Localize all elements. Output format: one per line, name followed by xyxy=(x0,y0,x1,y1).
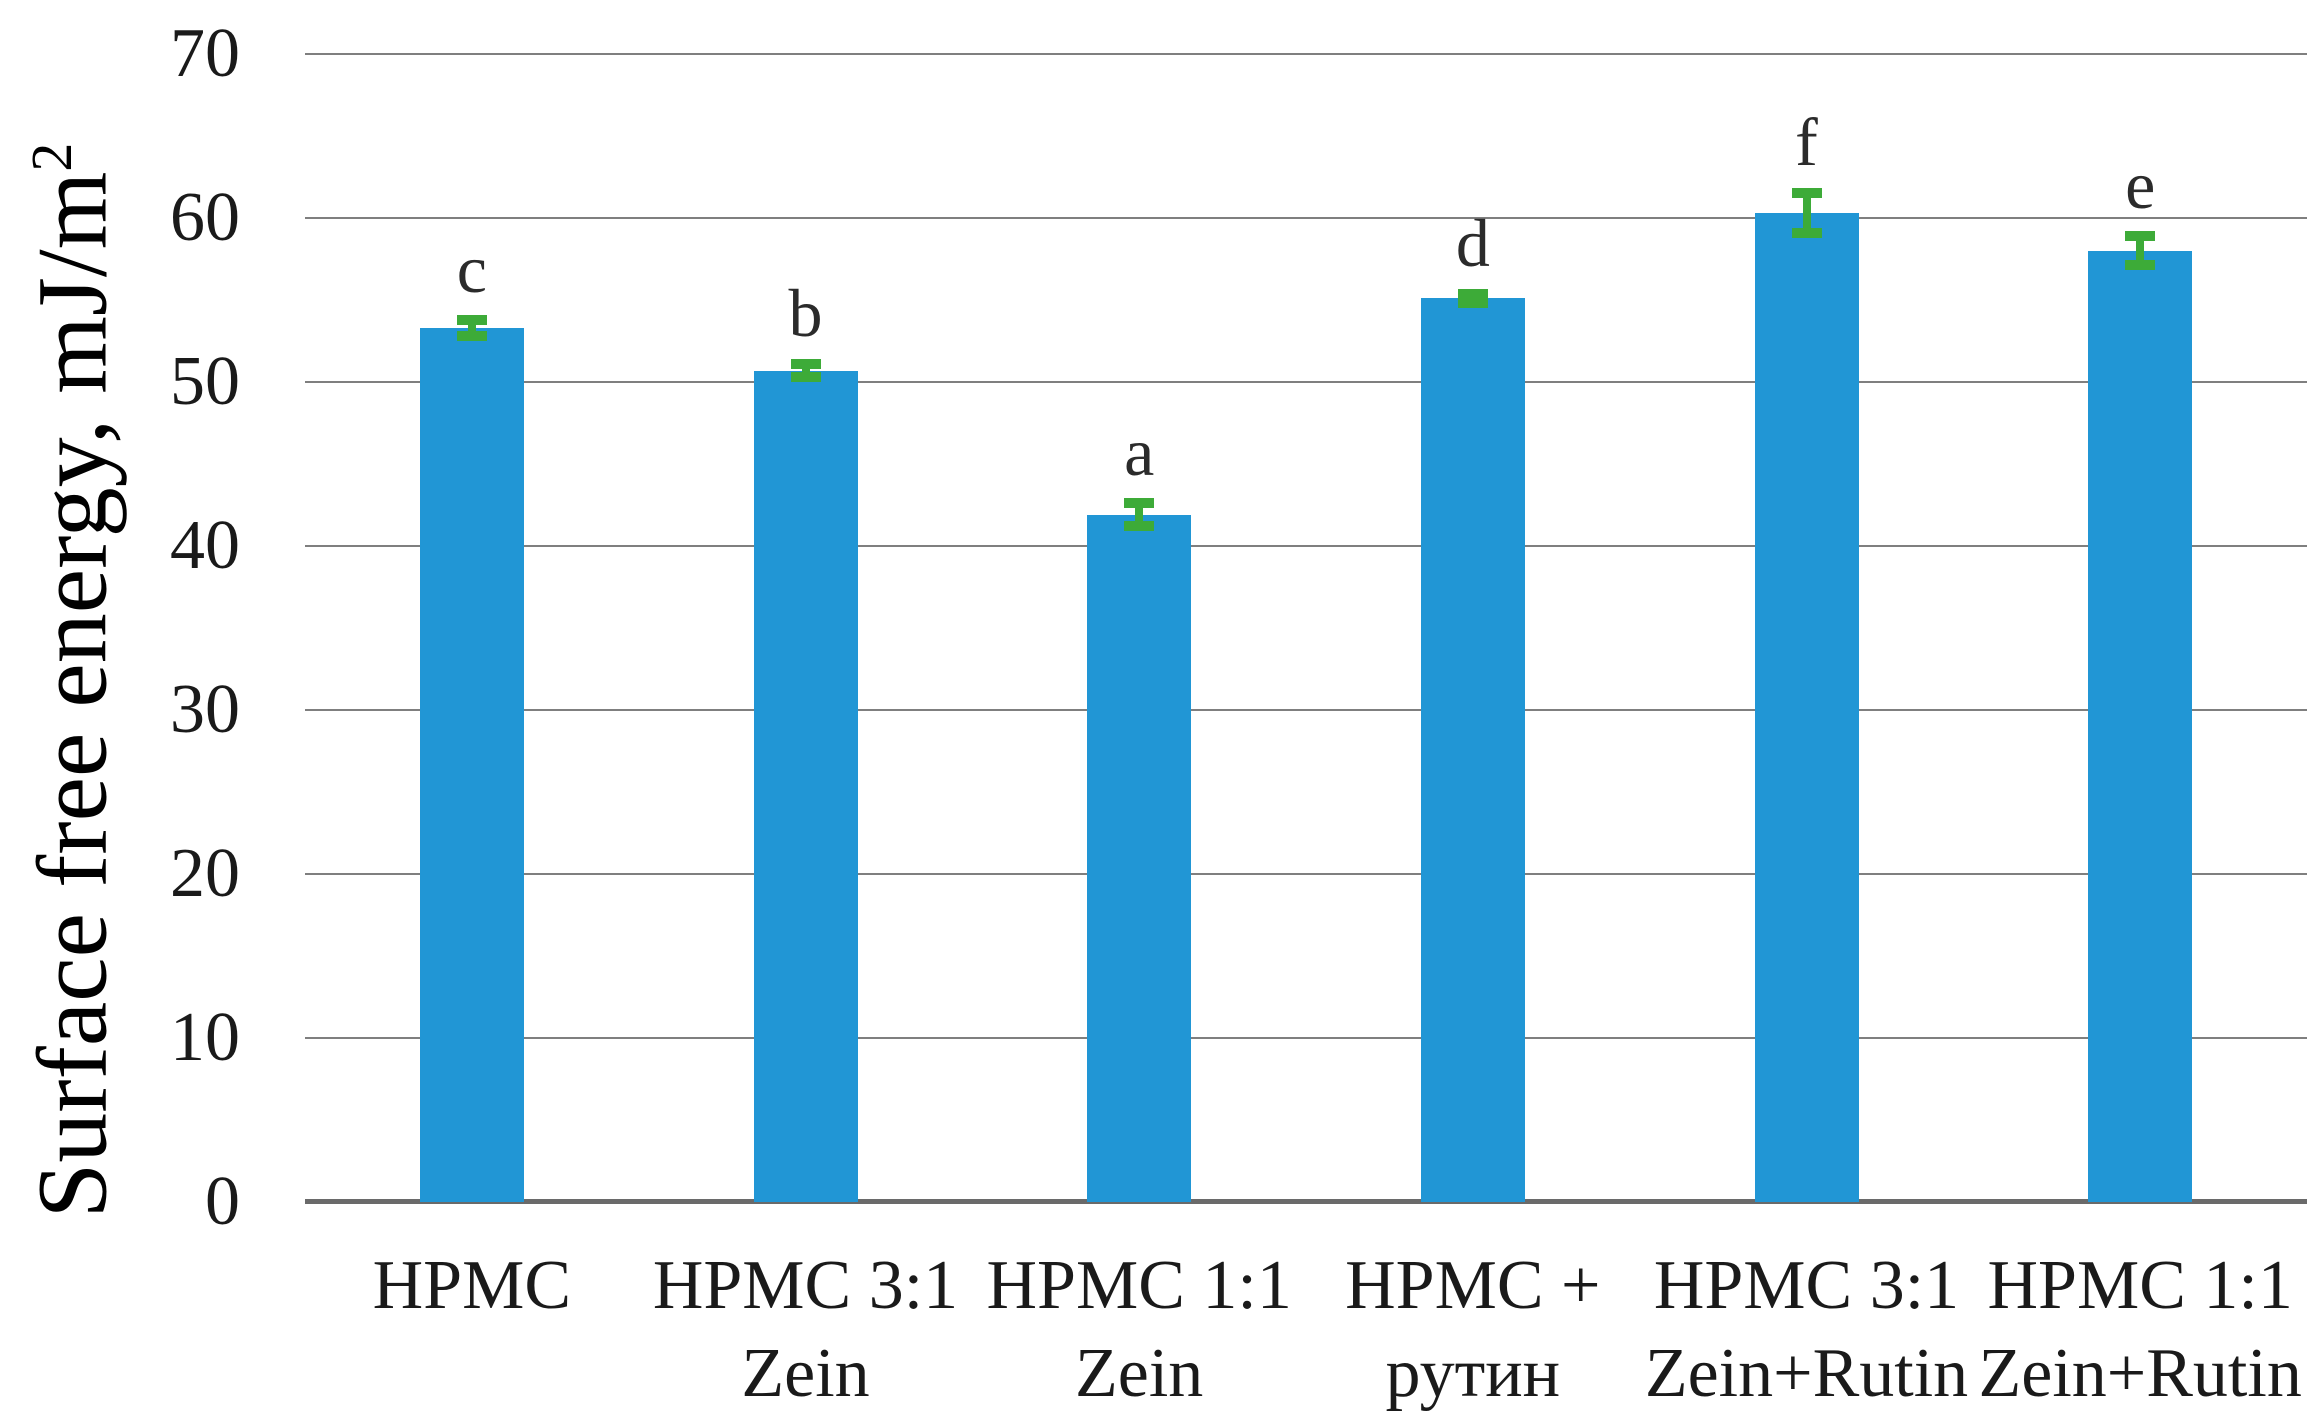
x-label-line: HPMC xyxy=(372,1247,572,1324)
error-bar-cap-bottom xyxy=(1124,521,1155,532)
error-bar-line xyxy=(1802,188,1811,238)
y-tick-label-10: 10 xyxy=(170,999,240,1076)
y-tick-label-60: 60 xyxy=(170,179,240,256)
error-bar-1 xyxy=(456,314,487,341)
sig-letter-f: f xyxy=(1795,104,1818,181)
gridline-30 xyxy=(305,709,2307,711)
gridline-60 xyxy=(305,217,2307,219)
y-axis-title-superscript: 2 xyxy=(19,142,85,172)
error-bar-cap-top xyxy=(1457,288,1488,299)
x-label-line: HPMC + xyxy=(1345,1247,1601,1324)
error-bar-6 xyxy=(2125,231,2156,271)
y-tick-label-40: 40 xyxy=(170,507,240,584)
gridline-40 xyxy=(305,545,2307,547)
error-bar-cap-bottom xyxy=(2125,260,2156,271)
gridline-50 xyxy=(305,381,2307,383)
error-bar-cap-bottom xyxy=(456,330,487,341)
x-label-6: HPMC 1:1 Zein+Rutin xyxy=(1970,1242,2310,1418)
bar-4 xyxy=(1420,298,1525,1202)
y-tick-label-20: 20 xyxy=(170,835,240,912)
x-axis-line xyxy=(305,1199,2307,1204)
bar-1 xyxy=(419,327,524,1202)
bar-2 xyxy=(753,370,858,1202)
error-bar-cap-bottom xyxy=(1457,298,1488,309)
x-label-1: HPMC xyxy=(302,1242,642,1330)
x-label-line: HPMC 3:1 xyxy=(652,1247,959,1324)
y-tick-label-30: 30 xyxy=(170,671,240,748)
x-label-4: HPMC + рутин xyxy=(1303,1242,1643,1418)
error-bar-line xyxy=(801,359,810,382)
gridline-20 xyxy=(305,873,2307,875)
error-bar-line xyxy=(467,314,476,341)
bar-3 xyxy=(1087,514,1192,1202)
x-label-line: Zein xyxy=(741,1335,870,1412)
x-label-line: HPMC 1:1 xyxy=(1987,1247,2293,1324)
error-bar-line xyxy=(2136,231,2145,271)
bar-6 xyxy=(2088,250,2193,1202)
error-bar-cap-top xyxy=(2125,231,2156,242)
sig-letter-c: c xyxy=(456,230,487,307)
gridline-70 xyxy=(305,53,2307,55)
x-label-line: Zein+Rutin xyxy=(1978,1335,2302,1412)
sig-letter-e: e xyxy=(2125,147,2156,224)
bar-5 xyxy=(1754,213,1859,1202)
error-bar-cap-top xyxy=(790,359,821,370)
error-bar-cap-bottom xyxy=(1791,227,1822,238)
error-bar-cap-top xyxy=(456,314,487,325)
x-label-2: HPMC 3:1 Zein xyxy=(636,1242,976,1418)
error-bar-cap-bottom xyxy=(790,371,821,382)
plot-area xyxy=(305,53,2307,1204)
y-tick-label-70: 70 xyxy=(170,15,240,92)
error-bar-cap-top xyxy=(1124,498,1155,509)
error-bar-3 xyxy=(1124,498,1155,532)
sig-letter-a: a xyxy=(1124,414,1155,491)
x-label-line: Zein xyxy=(1075,1335,1204,1412)
y-tick-label-50: 50 xyxy=(170,343,240,420)
error-bar-5 xyxy=(1791,188,1822,238)
error-bar-cap-top xyxy=(1791,188,1822,199)
x-label-3: HPMC 1:1 Zein xyxy=(969,1242,1309,1418)
x-label-line: Zein+Rutin xyxy=(1644,1335,1969,1412)
sig-letter-d: d xyxy=(1455,204,1490,281)
sig-letter-b: b xyxy=(788,275,823,352)
x-label-5: HPMC 3:1 Zein+Rutin xyxy=(1637,1242,1977,1418)
x-label-line: HPMC 3:1 xyxy=(1653,1247,1960,1324)
x-label-line: рутин xyxy=(1385,1335,1561,1412)
error-bar-2 xyxy=(790,359,821,382)
gridline-10 xyxy=(305,1037,2307,1039)
y-tick-label-0: 0 xyxy=(205,1163,240,1240)
error-bar-line xyxy=(1135,498,1144,532)
error-bar-4 xyxy=(1457,288,1488,309)
x-label-line: HPMC 1:1 xyxy=(986,1247,1292,1324)
